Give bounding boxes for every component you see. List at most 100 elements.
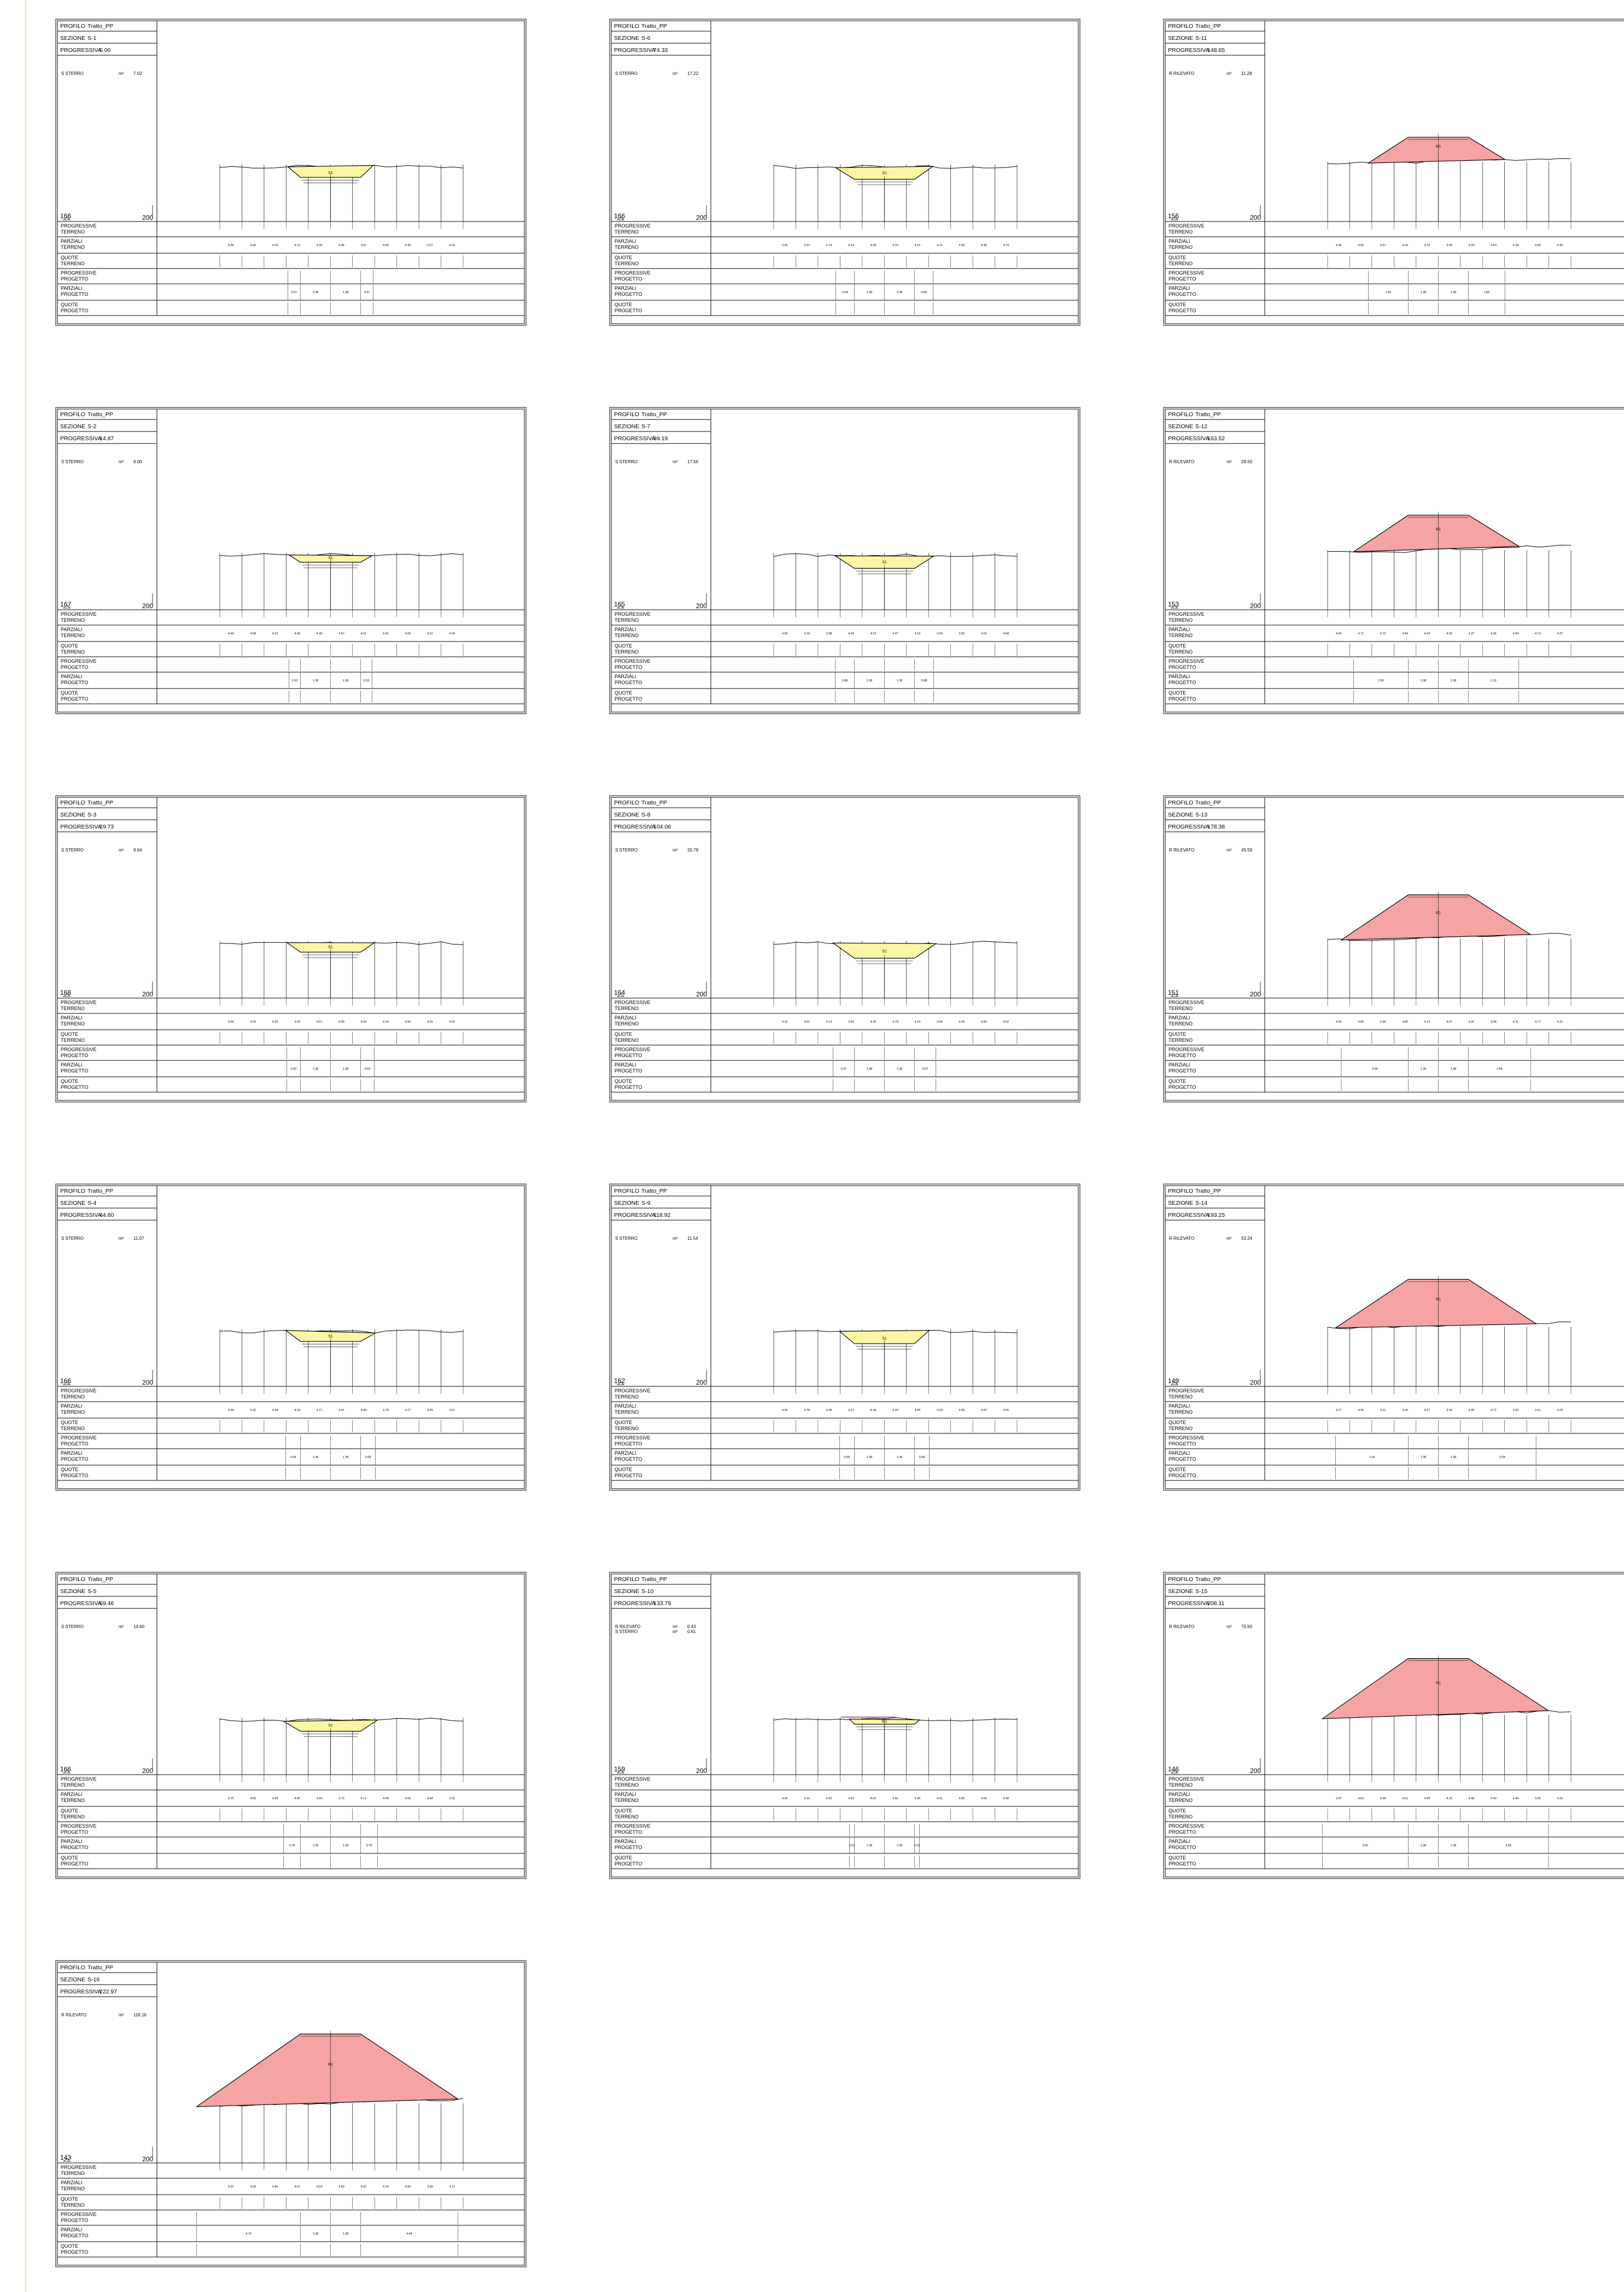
project-partial: 1.38: [1421, 1456, 1427, 1459]
partial-distance: 4.43: [1557, 244, 1563, 247]
terrain-profile: [219, 553, 464, 557]
datum-value: 200: [1250, 1379, 1261, 1386]
partial-distance: 4.72: [1380, 632, 1386, 635]
project-partial: 1.38: [867, 1456, 873, 1459]
datum-value: 200: [142, 2155, 153, 2163]
volume-unit: m²: [1226, 848, 1232, 853]
terrain-profile: [219, 1329, 464, 1334]
progressiva-label: PROGRESSIVA: [614, 824, 656, 830]
sheet-inner-frame: [611, 20, 1079, 324]
section-label: SEZIONE: [614, 35, 639, 42]
sheet-inner-frame: [1165, 1573, 1624, 1877]
sheet-inner-frame: [611, 409, 1079, 713]
partial-distance: 4.69: [383, 244, 389, 247]
table-row-label: PROGETTO: [615, 1068, 642, 1074]
cut-area: [285, 942, 376, 953]
progressiva-label: PROGRESSIVA: [1168, 1600, 1210, 1607]
section-label: SEZIONE: [1168, 812, 1193, 818]
sheet-inner-frame: [57, 20, 525, 324]
partial-distance: 4.08: [1491, 1020, 1497, 1024]
partial-distance: 4.62: [871, 1797, 877, 1800]
reference-elevation: 167: [60, 600, 71, 608]
partial-distance: 4.52: [361, 2185, 367, 2189]
table-row-label: QUOTE: [615, 690, 632, 696]
profile-name: Tratto_PP: [87, 411, 113, 418]
partial-distance: 4.00: [272, 244, 278, 247]
progressiva-value: 29.73: [100, 824, 114, 830]
partial-distance: 4.31: [1557, 1020, 1563, 1024]
project-partial: 1.38: [1451, 291, 1457, 294]
volume-unit: m²: [673, 459, 678, 464]
partial-distance: 3.93: [294, 1020, 300, 1024]
partial-distance: 4.24: [1557, 1409, 1563, 1412]
partial-distance: 4.36: [338, 244, 344, 247]
partial-distance: 4.40: [1424, 1797, 1430, 1800]
profile-name: Tratto_PP: [1195, 411, 1221, 418]
project-partial: 1.38: [1421, 291, 1427, 294]
elevation-marker-icon: [62, 2158, 71, 2162]
sheet-inner-frame: [611, 1573, 1079, 1877]
table-row-label: TERRENO: [615, 1426, 639, 1431]
section-label: SEZIONE: [1168, 423, 1193, 430]
partial-distance: 4.27: [848, 1409, 854, 1412]
table-row-label: PARZIALI: [1169, 285, 1190, 291]
partial-distance: 4.05: [405, 2185, 411, 2189]
table-row-label: PARZIALI: [61, 1839, 82, 1844]
volume-value: 45.59: [1241, 848, 1253, 853]
volume-label: S STERRO: [61, 71, 84, 76]
table-row-label: QUOTE: [615, 1078, 632, 1084]
progressiva-value: 118.92: [653, 1212, 670, 1218]
volume-label: R RILEVATO: [1169, 459, 1194, 464]
progressiva-label: PROGRESSIVA: [1168, 435, 1210, 442]
table-row-label: PROGETTO: [61, 664, 88, 670]
partial-distance: 4.56: [405, 1020, 411, 1024]
profile-label: PROFILO: [60, 800, 85, 806]
partial-distance: 4.62: [1003, 1020, 1009, 1024]
table-row-label: PROGETTO: [61, 2218, 88, 2223]
volume-value: 17.22: [687, 71, 699, 76]
partial-distance: 4.09: [449, 632, 455, 635]
terrain-profile: [773, 553, 1018, 557]
table-row-label: TERRENO: [615, 1409, 639, 1415]
project-partial: 0.57: [291, 291, 297, 294]
table-row-label: PARZIALI: [61, 2227, 82, 2232]
table-row-label: PARZIALI: [1169, 1839, 1190, 1844]
table-row-label: QUOTE: [615, 643, 632, 649]
partial-distance: 4.15: [915, 244, 921, 247]
reference-elevation: 166: [60, 212, 71, 220]
partial-distance: 4.00: [1424, 632, 1430, 635]
project-partial: 1.38: [1451, 679, 1457, 683]
table-row-label: TERRENO: [1169, 1006, 1193, 1011]
partial-distance: 4.42: [826, 1797, 832, 1800]
partial-distance: 4.69: [405, 1797, 411, 1800]
table-row-label: PROGETTO: [615, 696, 642, 702]
volume-unit: m²: [119, 459, 124, 464]
table-row-label: QUOTE: [1169, 1855, 1186, 1861]
table-row-label: TERRENO: [61, 2202, 85, 2208]
partial-distance: 4.67: [338, 632, 344, 635]
reference-elevation: 151: [1168, 989, 1179, 996]
table-row-label: PARZIALI: [61, 1062, 82, 1068]
table-row-label: TERRENO: [61, 617, 85, 623]
section-label: SEZIONE: [60, 423, 85, 430]
table-row-label: PROGRESSIVE: [1169, 1776, 1205, 1782]
project-partial: 1.38: [313, 1844, 319, 1847]
profile-label: PROFILO: [60, 23, 85, 30]
partial-distance: 4.77: [1336, 1409, 1342, 1412]
project-partial: 0.68: [365, 1456, 371, 1459]
table-row-label: TERRENO: [615, 1814, 639, 1819]
partial-distance: 4.45: [1469, 1409, 1475, 1412]
table-row-label: TERRENO: [61, 261, 85, 266]
table-row-label: PARZIALI: [61, 2180, 82, 2185]
table-row-label: PROGETTO: [615, 308, 642, 313]
partial-distance: 4.29: [294, 1409, 300, 1412]
project-partial: 3.09: [1499, 1456, 1505, 1459]
table-row-label: PROGRESSIVE: [61, 270, 97, 276]
partial-distance: 4.03: [449, 1020, 455, 1024]
profile-name: Tratto_PP: [87, 1576, 113, 1583]
table-row-label: TERRENO: [61, 1814, 85, 1819]
partial-distance: 3.92: [848, 1020, 854, 1024]
partial-distance: 4.15: [782, 1020, 788, 1024]
progressiva-label: PROGRESSIVA: [1168, 1212, 1210, 1218]
